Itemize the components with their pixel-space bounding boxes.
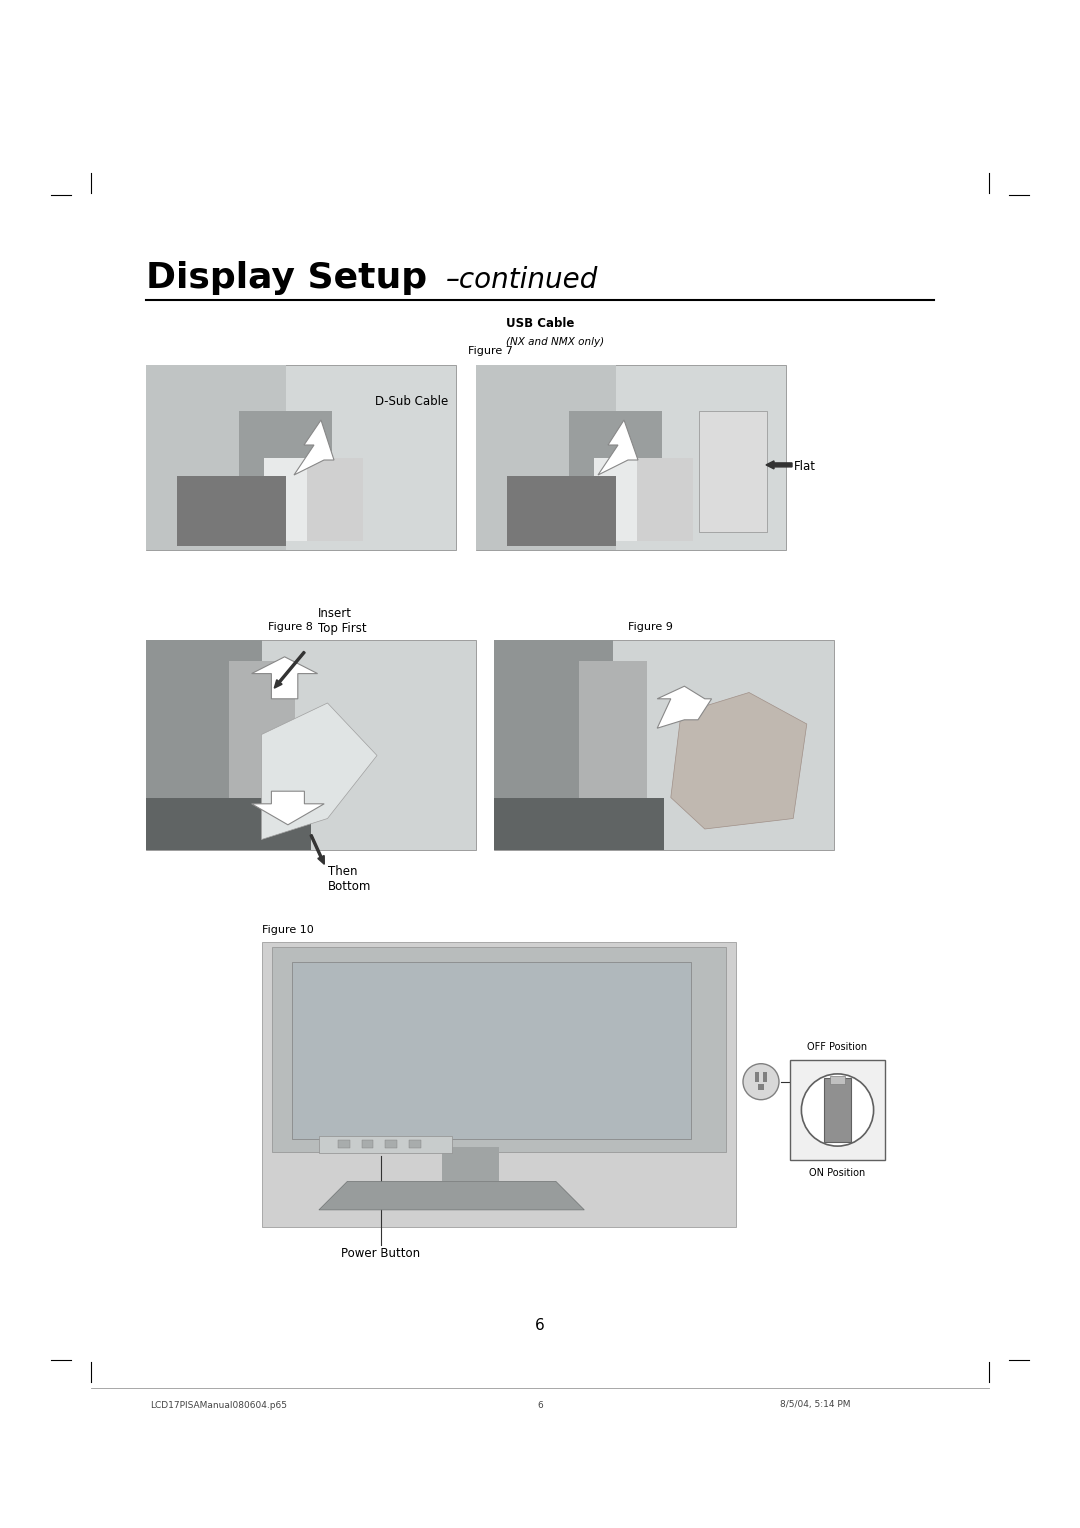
- Bar: [229, 662, 295, 839]
- Bar: [386, 1140, 397, 1148]
- Text: Then
Bottom: Then Bottom: [327, 865, 370, 892]
- Text: 6: 6: [535, 1317, 545, 1332]
- Text: (NX and NMX only): (NX and NMX only): [507, 338, 604, 347]
- Polygon shape: [261, 703, 377, 839]
- Bar: [442, 1148, 499, 1181]
- Polygon shape: [252, 792, 324, 825]
- Bar: [494, 640, 613, 850]
- Bar: [476, 365, 786, 550]
- Bar: [829, 1076, 846, 1083]
- Bar: [307, 457, 363, 541]
- Bar: [637, 457, 693, 541]
- Polygon shape: [252, 657, 318, 698]
- Bar: [758, 1083, 764, 1089]
- Bar: [239, 411, 332, 513]
- Bar: [594, 457, 649, 541]
- Bar: [292, 963, 691, 1138]
- Bar: [409, 1140, 421, 1148]
- Polygon shape: [671, 692, 807, 830]
- FancyArrow shape: [310, 834, 324, 865]
- Bar: [494, 640, 834, 850]
- Bar: [177, 477, 285, 547]
- Bar: [146, 798, 311, 850]
- Bar: [579, 662, 647, 839]
- Text: –continued: –continued: [446, 266, 598, 293]
- Text: Flat: Flat: [794, 460, 816, 474]
- Bar: [789, 1060, 885, 1160]
- Text: Figure 9: Figure 9: [627, 622, 673, 633]
- Bar: [146, 365, 285, 550]
- Bar: [262, 941, 735, 1227]
- Polygon shape: [294, 420, 334, 475]
- Circle shape: [801, 1074, 874, 1146]
- Text: Figure 10: Figure 10: [262, 924, 314, 935]
- Bar: [146, 640, 476, 850]
- Text: 8/5/04, 5:14 PM: 8/5/04, 5:14 PM: [780, 1401, 851, 1409]
- Bar: [755, 1071, 759, 1082]
- FancyArrow shape: [766, 461, 792, 469]
- Bar: [146, 640, 261, 850]
- Bar: [362, 1140, 374, 1148]
- Text: USB Cable: USB Cable: [507, 316, 575, 330]
- FancyArrow shape: [274, 651, 306, 688]
- Text: D-Sub Cable: D-Sub Cable: [375, 396, 448, 408]
- Circle shape: [743, 1063, 779, 1100]
- Bar: [569, 411, 662, 513]
- Bar: [146, 365, 456, 550]
- Bar: [476, 365, 616, 550]
- Text: LCD17PISAManual080604.p65: LCD17PISAManual080604.p65: [150, 1401, 287, 1409]
- Bar: [507, 477, 616, 547]
- Bar: [762, 1071, 767, 1082]
- Bar: [319, 1135, 451, 1154]
- Bar: [824, 1077, 851, 1141]
- Text: ON Position: ON Position: [809, 1167, 866, 1178]
- Text: Display Setup: Display Setup: [146, 261, 427, 295]
- Bar: [272, 947, 726, 1152]
- Bar: [338, 1140, 350, 1148]
- Bar: [264, 457, 320, 541]
- Polygon shape: [319, 1181, 584, 1210]
- Text: Insert
Top First: Insert Top First: [318, 607, 366, 636]
- Bar: [494, 798, 664, 850]
- Text: 6: 6: [537, 1401, 543, 1409]
- Text: Vacation
Switch: Vacation Switch: [791, 1062, 841, 1091]
- Polygon shape: [658, 686, 712, 729]
- Text: OFF Position: OFF Position: [808, 1042, 867, 1051]
- Bar: [699, 411, 768, 532]
- Text: Power Button: Power Button: [341, 1247, 420, 1261]
- Text: Figure 8: Figure 8: [268, 622, 312, 633]
- Text: Figure 7: Figure 7: [468, 345, 512, 356]
- Polygon shape: [598, 420, 638, 475]
